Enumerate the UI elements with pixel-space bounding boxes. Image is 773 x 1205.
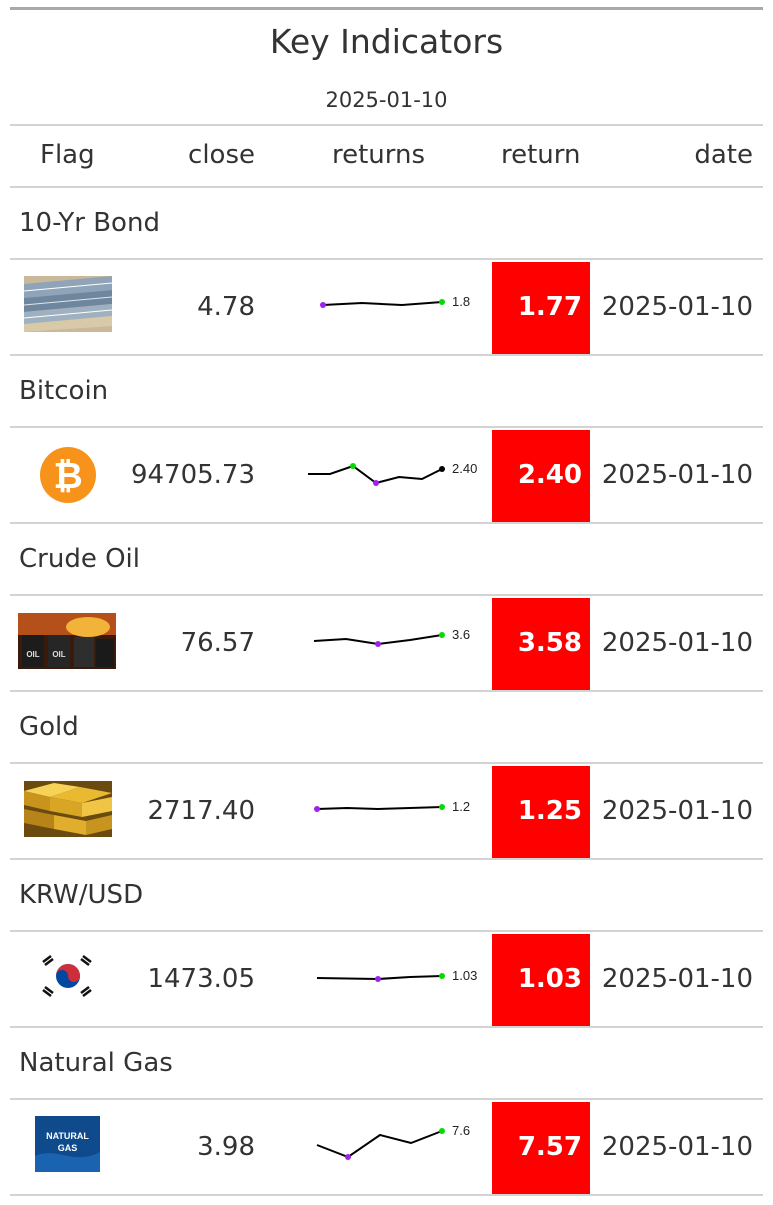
group-rule bbox=[10, 930, 763, 932]
svg-text:₿: ₿ bbox=[53, 456, 82, 497]
sparkline-min-point bbox=[320, 302, 326, 308]
sparkline-label: 1.2 bbox=[452, 799, 470, 814]
top-rule bbox=[10, 7, 763, 10]
header-top-rule bbox=[10, 124, 763, 126]
group-label: Natural Gas bbox=[19, 1048, 173, 1078]
svg-text:OIL: OIL bbox=[26, 650, 39, 659]
group-rule bbox=[10, 594, 763, 596]
return-cell: 2.40 bbox=[492, 430, 590, 522]
gold-bars-icon bbox=[24, 781, 112, 837]
return-value: 1.25 bbox=[517, 796, 582, 826]
svg-text:OIL: OIL bbox=[52, 650, 65, 659]
svg-text:NATURAL: NATURAL bbox=[46, 1131, 89, 1141]
close-value: 94705.73 bbox=[130, 460, 255, 490]
oil-barrels-icon: OIL OIL bbox=[18, 613, 116, 669]
table-subtitle: 2025-01-10 bbox=[325, 88, 448, 112]
group-label: Gold bbox=[19, 712, 79, 742]
sparkline-path bbox=[322, 301, 443, 307]
table-row: NATURAL GAS 3.98 7.6 7.57 2025-01-10 bbox=[10, 1102, 763, 1194]
sparkline-min-point bbox=[373, 480, 379, 486]
return-value: 7.57 bbox=[517, 1132, 582, 1162]
south-korea-flag-icon bbox=[37, 952, 99, 1000]
sparkline-label: 7.6 bbox=[452, 1123, 470, 1138]
sparkline-label: 2.40 bbox=[452, 461, 477, 476]
return-cell: 1.25 bbox=[492, 766, 590, 858]
column-header-close: close bbox=[188, 140, 255, 170]
returns-sparkline: 3.6 bbox=[313, 627, 470, 647]
sparkline-max-point bbox=[439, 1128, 445, 1134]
return-cell: 1.77 bbox=[492, 262, 590, 354]
column-header-flag: Flag bbox=[40, 140, 95, 170]
header-bottom-rule bbox=[10, 186, 763, 188]
bond-certificates-icon bbox=[24, 276, 112, 332]
return-value: 2.40 bbox=[517, 460, 582, 490]
sparkline-min-point bbox=[314, 806, 320, 812]
close-value: 2717.40 bbox=[147, 796, 255, 826]
sparkline-min-point bbox=[345, 1154, 351, 1160]
sparkline-label: 1.8 bbox=[452, 294, 470, 309]
return-cell: 7.57 bbox=[492, 1102, 590, 1194]
date-value: 2025-01-10 bbox=[601, 292, 753, 322]
bitcoin-icon: ₿ bbox=[40, 447, 96, 503]
sparkline-label: 1.03 bbox=[452, 968, 477, 983]
date-value: 2025-01-10 bbox=[601, 964, 753, 994]
group-label: 10-Yr Bond bbox=[19, 208, 160, 238]
group-label: Crude Oil bbox=[19, 544, 140, 574]
group-rule bbox=[10, 426, 763, 428]
sparkline-max-point bbox=[439, 299, 445, 305]
table-row: 1473.05 1.03 1.03 2025-01-10 bbox=[10, 934, 763, 1026]
sparkline-max-point bbox=[439, 973, 445, 979]
close-value: 3.98 bbox=[197, 1132, 255, 1162]
date-value: 2025-01-10 bbox=[601, 628, 753, 658]
table-row: ₿ 94705.73 2.40 2.40 2025-01-10 bbox=[10, 430, 763, 522]
sparkline-max-point bbox=[439, 804, 445, 810]
column-header-date: date bbox=[694, 140, 753, 170]
group-label: Bitcoin bbox=[19, 376, 109, 406]
return-value: 1.03 bbox=[517, 964, 582, 994]
returns-sparkline: 1.8 bbox=[320, 294, 470, 309]
return-value: 1.77 bbox=[517, 292, 582, 322]
returns-sparkline: 2.40 bbox=[308, 461, 477, 486]
table-row: 4.78 1.8 1.77 2025-01-10 bbox=[10, 262, 763, 354]
date-value: 2025-01-10 bbox=[601, 796, 753, 826]
row-rule bbox=[10, 1194, 763, 1196]
return-value: 3.58 bbox=[517, 628, 582, 658]
sparkline-max-point bbox=[350, 463, 356, 469]
close-value: 4.78 bbox=[197, 292, 255, 322]
sparkline-min-point bbox=[375, 976, 381, 982]
column-header-returns: returns bbox=[332, 140, 426, 170]
close-value: 1473.05 bbox=[147, 964, 255, 994]
date-value: 2025-01-10 bbox=[601, 460, 753, 490]
group-label: KRW/USD bbox=[19, 880, 144, 910]
group-rule bbox=[10, 1098, 763, 1100]
row-rule bbox=[10, 690, 763, 692]
row-rule bbox=[10, 1026, 763, 1028]
group-rule bbox=[10, 762, 763, 764]
sparkline-path bbox=[316, 806, 443, 811]
sparkline-last-point bbox=[439, 466, 445, 472]
sparkline-max-point bbox=[439, 632, 445, 638]
return-cell: 1.03 bbox=[492, 934, 590, 1026]
sparkline-min-point bbox=[375, 641, 381, 647]
table-row: OIL OIL 76.57 3.6 3.58 2025-01-10 bbox=[10, 598, 763, 690]
row-rule bbox=[10, 354, 763, 356]
table-title: Key Indicators bbox=[269, 22, 504, 61]
close-value: 76.57 bbox=[180, 628, 255, 658]
row-rule bbox=[10, 858, 763, 860]
column-header-return: return bbox=[501, 140, 581, 170]
table-row: 2717.40 1.2 1.25 2025-01-10 bbox=[10, 766, 763, 858]
row-rule bbox=[10, 522, 763, 524]
returns-sparkline: 1.03 bbox=[316, 968, 477, 983]
svg-text:GAS: GAS bbox=[58, 1143, 78, 1153]
group-rule bbox=[10, 258, 763, 260]
sparkline-path bbox=[316, 1130, 443, 1159]
sparkline-label: 3.6 bbox=[452, 627, 470, 642]
return-cell: 3.58 bbox=[492, 598, 590, 690]
returns-sparkline: 1.2 bbox=[314, 799, 470, 814]
date-value: 2025-01-10 bbox=[601, 1132, 753, 1162]
natural-gas-icon: NATURAL GAS bbox=[35, 1116, 100, 1172]
returns-sparkline: 7.6 bbox=[316, 1123, 470, 1160]
